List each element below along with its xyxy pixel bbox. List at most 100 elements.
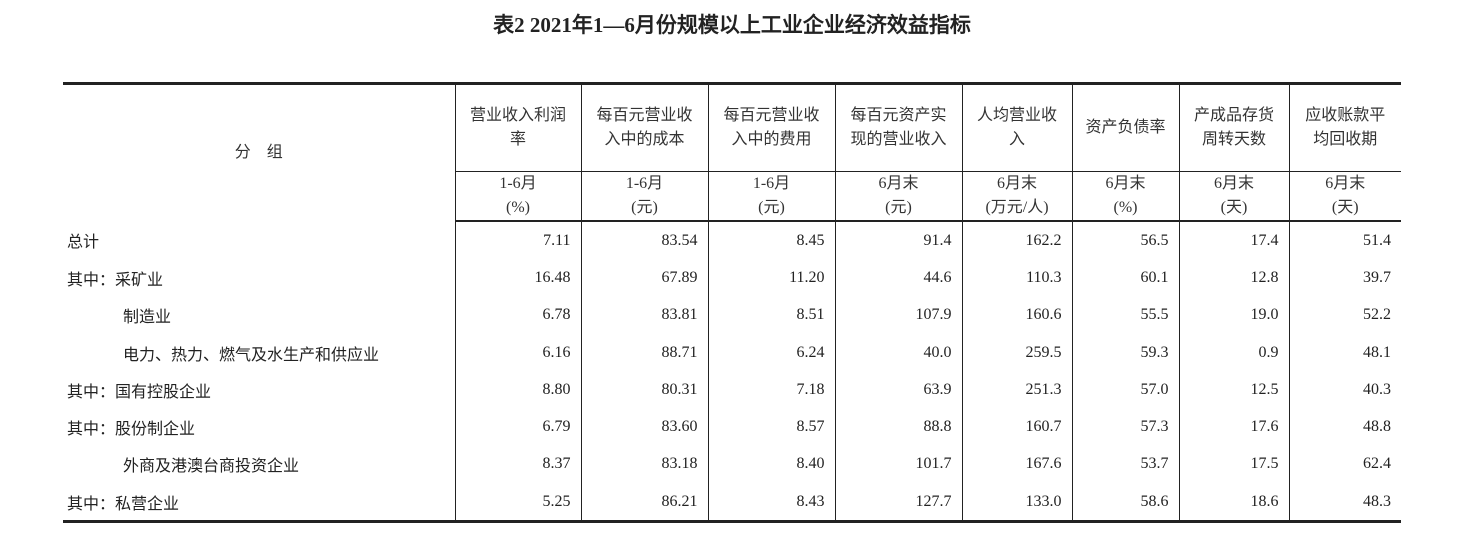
cell-value: 17.6 (1178, 408, 1289, 446)
cell-value: 8.40 (707, 445, 835, 484)
group-header: 分 组 (234, 144, 283, 161)
cell-value: 11.20 (707, 259, 835, 297)
column-unit-cell: 6月末 (天) (1178, 171, 1289, 222)
cell-value: 58.6 (1071, 483, 1179, 522)
column-header: 每百元资产实现的营业收入 (834, 83, 962, 172)
column-unit-cell: 6月末 (天) (1288, 171, 1401, 222)
cell-value: 259.5 (961, 333, 1072, 372)
cell-value: 91.4 (834, 221, 962, 260)
column-unit-cell: 1-6月 (%) (454, 171, 581, 222)
row-label: 其中：国有控股企业 (67, 383, 212, 401)
cell-value: 7.11 (454, 221, 581, 260)
table-row: 其中：国有控股企业 8.80 80.31 7.18 63.9 251.3 57.0 12.5 4… (63, 371, 1401, 409)
cell-value: 8.45 (707, 221, 835, 260)
data-table: 分 组 营业收入利润率 每百元营业收入中的成本 每百元营业收入中的费用 每百元资产实现的… (63, 82, 1401, 524)
cell-value: 48.8 (1288, 408, 1401, 446)
cell-value: 83.54 (580, 221, 708, 260)
cell-value: 12.5 (1178, 371, 1289, 409)
cell-value: 17.5 (1178, 445, 1289, 484)
cell-value: 251.3 (961, 371, 1072, 409)
cell-value: 167.6 (961, 445, 1072, 484)
cell-value: 6.16 (454, 333, 581, 372)
column-period: 1-6月 (499, 175, 537, 192)
column-unit-cell: 6月末 (万元/人) (961, 171, 1072, 222)
cell-value: 0.9 (1178, 333, 1289, 372)
cell-value: 127.7 (834, 483, 962, 522)
cell-value: 162.2 (961, 221, 1072, 260)
cell-value: 110.3 (961, 259, 1072, 297)
cell-value: 8.43 (707, 483, 835, 522)
row-label: 电力、热力、燃气及水生产和供应业 (123, 346, 380, 364)
cell-value: 6.79 (454, 408, 581, 446)
title: 表2 2021年1—6月份规模以上工业企业经济效益指标 (493, 13, 971, 37)
cell-value: 19.0 (1178, 296, 1289, 334)
column-header: 营业收入利润率 (454, 83, 581, 172)
row-label: 其中：股份制企业 (67, 421, 196, 439)
cell-value: 7.18 (707, 371, 835, 409)
cell-value: 5.25 (454, 483, 581, 522)
table-row: 其中：私营企业 5.25 86.21 8.43 127.7 133.0 58.6 18.6 48… (63, 483, 1401, 522)
cell-value: 60.1 (1071, 259, 1179, 297)
cell-value: 48.1 (1288, 333, 1401, 372)
column-unit: (天) (1331, 199, 1359, 216)
column-period: 1-6月 (625, 175, 664, 192)
cell-value: 62.4 (1288, 445, 1401, 484)
column-unit: (%) (506, 199, 530, 216)
table-row: 其中：股份制企业 6.79 83.60 8.57 88.8 160.7 57.3 17.6 48… (63, 408, 1401, 446)
cell-value: 56.5 (1071, 221, 1179, 260)
cell-value: 83.18 (580, 445, 708, 484)
cell-value: 63.9 (834, 371, 962, 409)
column-header: 每百元营业收入中的成本 (580, 83, 708, 172)
column-unit-cell: 1-6月 (元) (707, 171, 835, 222)
column-unit: (%) (1113, 199, 1138, 216)
column-unit-cell: 1-6月 (元) (580, 171, 708, 222)
column-header: 人均营业收入 (961, 83, 1072, 172)
column-unit: (天) (1220, 199, 1248, 216)
cell-value: 133.0 (961, 483, 1072, 522)
column-header: 应收账款平均回收期 (1288, 83, 1401, 172)
cell-value: 39.7 (1288, 259, 1401, 297)
column-period: 6月末 (1325, 175, 1366, 192)
cell-value: 86.21 (580, 483, 708, 522)
column-header: 每百元营业收入中的费用 (707, 83, 835, 172)
table-row: 总计 7.11 83.54 8.45 91.4 162.2 56.5 17.4 51.4 (63, 221, 1401, 260)
cell-value: 88.71 (580, 333, 708, 372)
column-period: 6月末 (996, 175, 1037, 192)
cell-value: 83.60 (580, 408, 708, 446)
column-unit: (万元/人) (985, 199, 1049, 216)
column-header: 产成品存货周转天数 (1178, 83, 1289, 172)
cell-value: 6.78 (454, 296, 581, 334)
cell-value: 12.8 (1178, 259, 1289, 297)
column-unit-cell: 6月末 (%) (1071, 171, 1179, 222)
cell-value: 67.89 (580, 259, 708, 297)
row-label: 其中：采矿业 (67, 271, 164, 289)
cell-value: 40.3 (1288, 371, 1401, 409)
cell-value: 57.3 (1071, 408, 1179, 446)
table-row: 电力、热力、燃气及水生产和供应业 6.16 88.71 6.24 40.0 259.5 59… (63, 333, 1401, 372)
cell-value: 101.7 (834, 445, 962, 484)
column-header: 资产负债率 (1071, 83, 1179, 172)
column-period: 6月末 (1105, 175, 1146, 192)
column-unit: (元) (758, 199, 785, 216)
cell-value: 80.31 (580, 371, 708, 409)
cell-value: 160.6 (961, 296, 1072, 334)
cell-value: 40.0 (834, 333, 962, 372)
cell-value: 18.6 (1178, 483, 1289, 522)
column-unit: (元) (885, 199, 912, 216)
cell-value: 57.0 (1071, 371, 1179, 409)
row-label: 制造业 (123, 309, 172, 327)
cell-value: 51.4 (1288, 221, 1401, 260)
cell-value: 44.6 (834, 259, 962, 297)
cell-value: 17.4 (1178, 221, 1289, 260)
column-unit-cell: 6月末 (元) (834, 171, 962, 222)
row-label: 外商及港澳台商投资企业 (123, 458, 300, 476)
cell-value: 59.3 (1071, 333, 1179, 372)
row-label: 总计 (67, 234, 100, 252)
cell-value: 8.51 (707, 296, 835, 334)
column-period: 6月末 (878, 175, 919, 192)
cell-value: 8.80 (454, 371, 581, 409)
cell-value: 83.81 (580, 296, 708, 334)
cell-value: 53.7 (1071, 445, 1179, 484)
row-label: 其中：私营企业 (67, 495, 180, 513)
